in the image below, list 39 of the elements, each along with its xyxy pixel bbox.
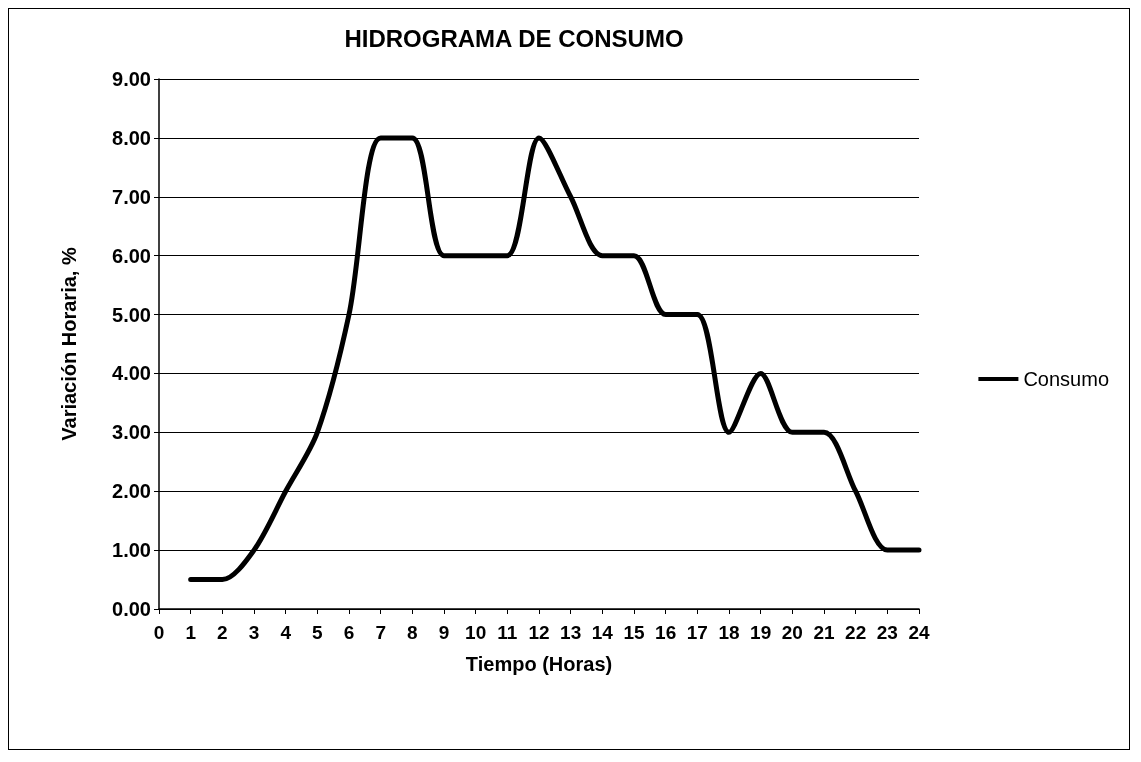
x-tick-label: 2	[217, 622, 228, 643]
x-tick-label: 12	[528, 622, 550, 643]
y-tick-label: 8.00	[112, 126, 151, 149]
y-tick-label: 1.00	[112, 539, 151, 562]
x-tick-label: 10	[465, 622, 487, 643]
x-tick-label: 20	[781, 622, 803, 643]
x-tick-label: 16	[655, 622, 677, 643]
x-tick-label: 11	[497, 622, 518, 643]
x-tick-label: 14	[591, 622, 614, 643]
x-tick-label: 6	[343, 622, 355, 643]
x-tick-label: 3	[248, 622, 260, 643]
x-tick-label: 15	[623, 622, 645, 643]
x-tick-label: 18	[718, 622, 740, 643]
y-tick-label: 5.00	[112, 303, 151, 326]
y-axis-title: Variación Horaria, %	[58, 247, 80, 441]
y-tick-label: 7.00	[112, 185, 151, 208]
x-tick-label: 5	[312, 622, 324, 643]
y-tick-label: 4.00	[112, 362, 151, 385]
y-tick-label: 3.00	[112, 421, 151, 444]
x-tick-label: 1	[185, 622, 197, 643]
legend-label: Consumo	[1023, 368, 1110, 390]
x-tick-label: 13	[560, 622, 582, 643]
y-tick-label: 0.00	[112, 598, 151, 620]
x-tick-label: 9	[438, 622, 450, 643]
x-tick-label: 23	[876, 622, 898, 643]
y-tick-label: 2.00	[112, 480, 151, 503]
x-tick-label: 22	[845, 622, 867, 643]
x-tick-label: 7	[375, 622, 386, 643]
x-tick-label: 17	[686, 622, 708, 643]
x-tick-label: 19	[750, 622, 772, 643]
y-tick-label: 6.00	[112, 244, 151, 267]
y-tick-label: 9.00	[112, 68, 151, 90]
x-tick-label: 21	[813, 622, 835, 643]
x-tick-label: 8	[407, 622, 418, 643]
x-tick-label: 24	[908, 622, 930, 643]
x-tick-label: 0	[153, 622, 165, 643]
x-axis-title: Tiempo (Horas)	[465, 653, 613, 675]
chart-title: HIDROGRAMA DE CONSUMO	[344, 24, 684, 52]
x-tick-label: 4	[280, 622, 292, 643]
